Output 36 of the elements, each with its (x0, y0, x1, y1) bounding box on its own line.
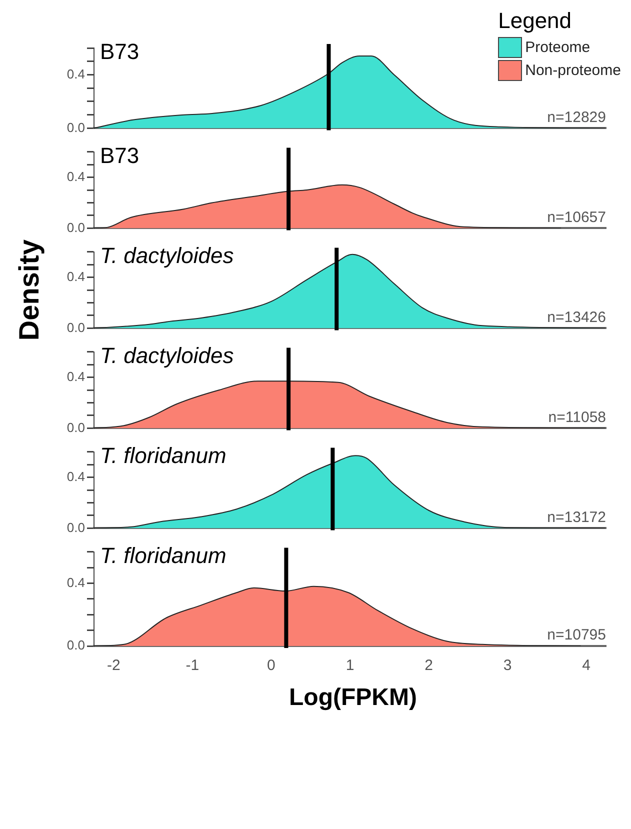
y-tick-label: 0.4 (66, 368, 85, 384)
annotation: n=13172 (547, 508, 606, 526)
y-tick-label: 0.4 (66, 66, 85, 82)
chart-title: T. dactyloides (100, 342, 234, 368)
annotation: n=13426 (547, 308, 606, 326)
annotation: n=10657 (547, 208, 606, 226)
y-tick-label: 0.0 (66, 638, 85, 653)
y-tick-label: 0.4 (66, 468, 85, 484)
annotation: n=12829 (547, 108, 606, 126)
y-axis-title: Density (14, 239, 46, 341)
y-tick-label: 0.0 (66, 220, 85, 235)
x-tick-label: 1 (346, 657, 354, 674)
x-tick-label: 3 (503, 657, 512, 674)
y-tick-label: 0.4 (66, 168, 85, 184)
x-tick-label: 2 (424, 657, 433, 674)
legend-title: Legend (498, 8, 573, 34)
chart-title: T. floridanum (100, 542, 226, 568)
y-tick-label: 0.4 (66, 574, 85, 590)
y-tick-label: 0.4 (66, 268, 85, 284)
y-tick-label: 0.0 (66, 120, 85, 135)
annotation: n=11058 (548, 408, 606, 426)
x-tick-label: -2 (107, 657, 120, 674)
y-tick-label: 0.0 (66, 420, 85, 435)
x-tick-label: 4 (582, 657, 590, 674)
legend-label: Non-proteome (524, 61, 621, 81)
chart-title: T. floridanum (100, 442, 226, 468)
legend-label: Proteome (524, 38, 592, 58)
chart-title: T. dactyloides (100, 242, 234, 268)
chart-title: B73 (100, 142, 140, 168)
x-tick-label: -1 (186, 657, 200, 674)
y-tick-label: 0.0 (66, 520, 85, 535)
x-axis-title: Log(FPKM) (288, 684, 418, 712)
annotation: n=10795 (547, 626, 606, 644)
y-tick-label: 0.0 (66, 320, 85, 335)
chart-title: B73 (100, 39, 140, 64)
x-tick-label: 0 (267, 657, 276, 674)
